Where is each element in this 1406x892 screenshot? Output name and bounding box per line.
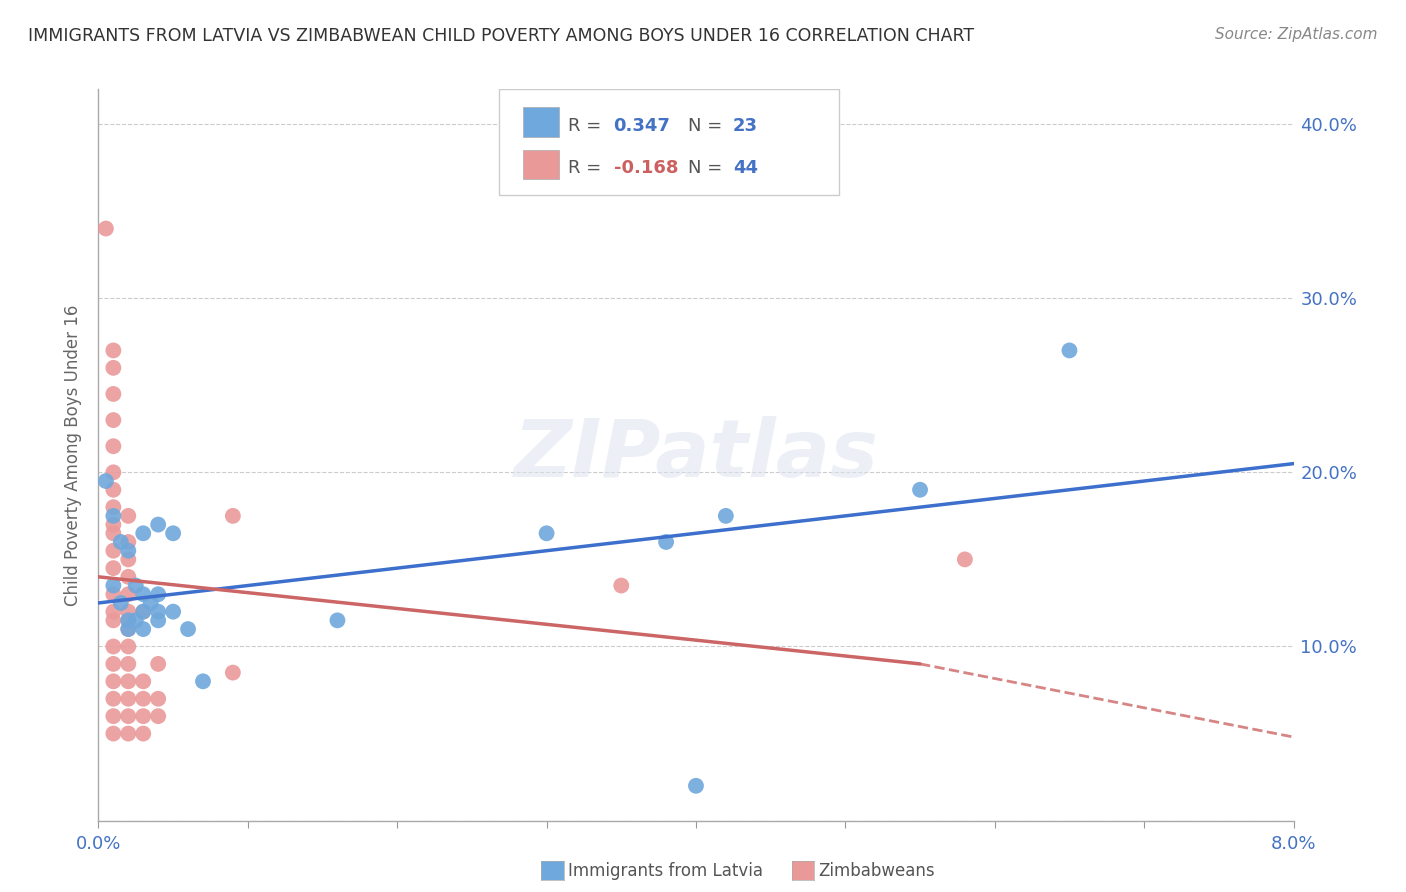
Text: Source: ZipAtlas.com: Source: ZipAtlas.com (1215, 27, 1378, 42)
Point (125, 578, 148, 592)
Point (103, 413, 125, 427)
Text: -0.168: -0.168 (613, 159, 678, 177)
Point (117, 613, 139, 627)
Point (125, 613, 148, 627)
Point (326, 613, 349, 627)
Text: Immigrants from Latvia: Immigrants from Latvia (568, 862, 763, 880)
Text: IMMIGRANTS FROM LATVIA VS ZIMBABWEAN CHILD POVERTY AMONG BOYS UNDER 16 CORRELATI: IMMIGRANTS FROM LATVIA VS ZIMBABWEAN CHI… (28, 27, 974, 45)
Text: R =: R = (568, 159, 607, 177)
Point (132, 526, 155, 541)
Point (117, 709, 139, 723)
Point (1059, 343, 1081, 358)
Point (103, 543, 125, 558)
Point (222, 665, 245, 680)
Point (103, 587, 125, 601)
Point (117, 691, 139, 706)
Point (132, 726, 155, 740)
Point (103, 578, 125, 592)
Point (117, 543, 139, 558)
Point (117, 535, 139, 549)
Point (132, 622, 155, 636)
Point (953, 552, 976, 566)
Point (148, 657, 170, 671)
Point (655, 535, 678, 549)
Y-axis label: Child Poverty Among Boys Under 16: Child Poverty Among Boys Under 16 (65, 304, 83, 606)
Point (191, 674, 214, 689)
Point (94, 221, 117, 235)
Text: Zimbabweans: Zimbabweans (818, 862, 935, 880)
Point (117, 726, 139, 740)
Point (148, 605, 170, 619)
Point (103, 483, 125, 497)
Bar (523, 150, 558, 178)
Point (685, 779, 707, 793)
Text: ZIPatlas: ZIPatlas (513, 416, 879, 494)
Point (162, 605, 184, 619)
Point (103, 561, 125, 575)
Text: N =: N = (688, 159, 727, 177)
Point (536, 526, 558, 541)
Text: 23: 23 (733, 117, 758, 135)
Bar (523, 108, 558, 136)
Point (714, 508, 737, 523)
Point (148, 517, 170, 532)
Point (148, 587, 170, 601)
Point (103, 360, 125, 375)
FancyBboxPatch shape (499, 89, 839, 195)
Text: N =: N = (688, 117, 727, 135)
Point (103, 466, 125, 480)
Point (132, 709, 155, 723)
Point (110, 535, 132, 549)
Point (139, 596, 162, 610)
Point (148, 613, 170, 627)
Point (132, 691, 155, 706)
Point (222, 508, 245, 523)
Point (103, 640, 125, 654)
Point (162, 526, 184, 541)
Point (103, 709, 125, 723)
Point (103, 500, 125, 515)
Point (132, 674, 155, 689)
Point (132, 587, 155, 601)
Point (103, 387, 125, 401)
Point (117, 570, 139, 584)
Point (177, 622, 200, 636)
Point (117, 587, 139, 601)
Text: 0.347: 0.347 (613, 117, 671, 135)
Point (132, 605, 155, 619)
Point (117, 657, 139, 671)
Point (103, 526, 125, 541)
Point (117, 640, 139, 654)
Text: R =: R = (568, 117, 607, 135)
Point (117, 605, 139, 619)
Point (103, 657, 125, 671)
Point (103, 726, 125, 740)
Point (610, 578, 633, 592)
Point (148, 691, 170, 706)
Point (148, 709, 170, 723)
Point (117, 552, 139, 566)
Point (117, 508, 139, 523)
Point (103, 517, 125, 532)
Point (117, 613, 139, 627)
Point (132, 605, 155, 619)
Point (117, 622, 139, 636)
Point (103, 508, 125, 523)
Point (908, 483, 931, 497)
Point (103, 605, 125, 619)
Text: 44: 44 (733, 159, 758, 177)
Point (103, 439, 125, 453)
Point (103, 343, 125, 358)
Point (94, 474, 117, 488)
Point (117, 674, 139, 689)
Point (117, 622, 139, 636)
Point (103, 674, 125, 689)
Point (110, 596, 132, 610)
Point (103, 691, 125, 706)
Point (103, 613, 125, 627)
